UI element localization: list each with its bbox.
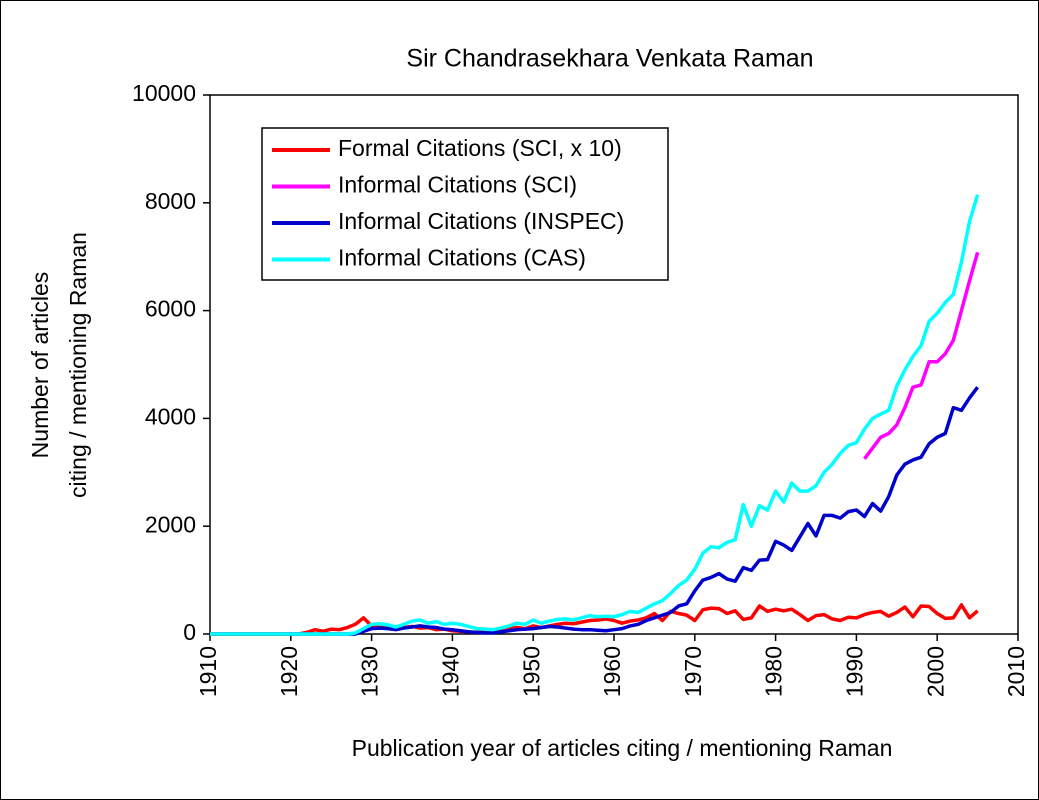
x-tick-label: 1970 bbox=[680, 646, 706, 697]
legend-label: Informal Citations (CAS) bbox=[338, 245, 586, 271]
x-tick-label: 1960 bbox=[599, 646, 625, 697]
x-tick-label: 1950 bbox=[518, 646, 544, 697]
x-tick-label: 2000 bbox=[922, 646, 948, 697]
x-tick-label: 1930 bbox=[357, 646, 383, 697]
x-axis-label: Publication year of articles citing / me… bbox=[352, 735, 893, 761]
legend-label: Formal Citations (SCI, x 10) bbox=[338, 135, 622, 161]
x-tick-label: 1920 bbox=[276, 646, 302, 697]
x-tick-label: 1980 bbox=[761, 646, 787, 697]
x-tick-label: 2010 bbox=[1003, 646, 1029, 697]
y-axis-label: Number of articles bbox=[27, 272, 53, 459]
x-tick-label: 1910 bbox=[195, 646, 221, 697]
y-tick-label: 6000 bbox=[145, 296, 196, 322]
x-tick-label: 1990 bbox=[841, 646, 867, 697]
y-tick-label: 10000 bbox=[132, 80, 196, 106]
chart-title: Sir Chandrasekhara Venkata Raman bbox=[406, 45, 813, 73]
x-tick-label: 1940 bbox=[437, 646, 463, 697]
legend-box bbox=[261, 127, 669, 281]
y-tick-label: 8000 bbox=[145, 188, 196, 214]
series-line bbox=[210, 194, 980, 636]
y-tick-label: 4000 bbox=[145, 403, 196, 429]
y-axis-label: citing / mentioning Raman bbox=[65, 232, 91, 498]
series-line bbox=[863, 251, 980, 460]
y-tick-label: 0 bbox=[183, 619, 196, 645]
y-tick-label: 2000 bbox=[145, 511, 196, 537]
legend-label: Informal Citations (SCI) bbox=[338, 172, 577, 198]
legend-label: Informal Citations (INSPEC) bbox=[338, 208, 624, 234]
series-line bbox=[210, 603, 979, 636]
